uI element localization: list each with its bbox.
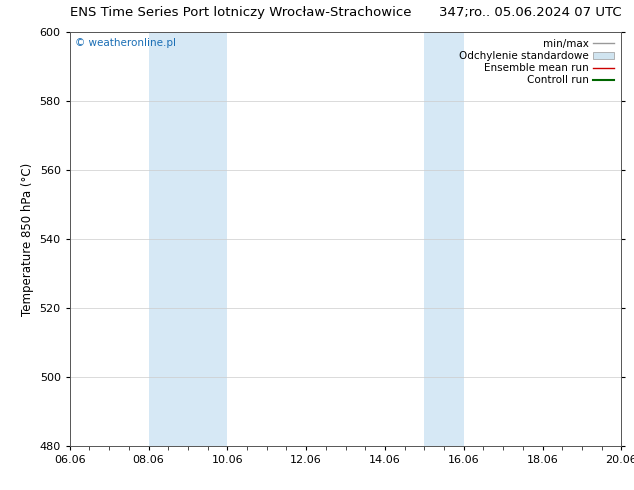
Bar (424, 32, 463, 446)
Legend: min/max, Odchylenie standardowe, Ensemble mean run, Controll run: min/max, Odchylenie standardowe, Ensembl… (457, 37, 616, 88)
Bar (148, 32, 228, 446)
Y-axis label: Temperature 850 hPa (°C): Temperature 850 hPa (°C) (21, 162, 34, 316)
Text: © weatheronline.pl: © weatheronline.pl (75, 38, 176, 48)
Text: 347;ro.. 05.06.2024 07 UTC: 347;ro.. 05.06.2024 07 UTC (439, 6, 621, 19)
Text: ENS Time Series Port lotniczy Wrocław-Strachowice: ENS Time Series Port lotniczy Wrocław-St… (70, 6, 411, 19)
